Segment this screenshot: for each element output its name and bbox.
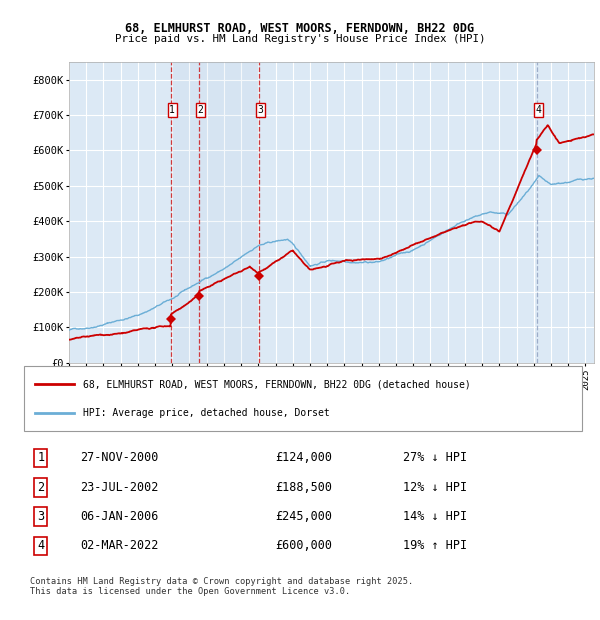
Text: 23-JUL-2002: 23-JUL-2002 (80, 481, 158, 494)
Text: £600,000: £600,000 (275, 539, 332, 552)
Text: 27% ↓ HPI: 27% ↓ HPI (403, 451, 467, 464)
Text: Contains HM Land Registry data © Crown copyright and database right 2025.
This d: Contains HM Land Registry data © Crown c… (29, 577, 413, 596)
Bar (170, 62, 259, 363)
Text: 2: 2 (198, 105, 203, 115)
Text: 68, ELMHURST ROAD, WEST MOORS, FERNDOWN, BH22 0DG: 68, ELMHURST ROAD, WEST MOORS, FERNDOWN,… (125, 22, 475, 35)
Text: 12% ↓ HPI: 12% ↓ HPI (403, 481, 467, 494)
FancyBboxPatch shape (24, 366, 582, 431)
Text: 14% ↓ HPI: 14% ↓ HPI (403, 510, 467, 523)
Text: 68, ELMHURST ROAD, WEST MOORS, FERNDOWN, BH22 0DG (detached house): 68, ELMHURST ROAD, WEST MOORS, FERNDOWN,… (83, 379, 470, 389)
Text: £124,000: £124,000 (275, 451, 332, 464)
Text: 19% ↑ HPI: 19% ↑ HPI (403, 539, 467, 552)
Text: 02-MAR-2022: 02-MAR-2022 (80, 539, 158, 552)
Text: HPI: Average price, detached house, Dorset: HPI: Average price, detached house, Dors… (83, 408, 329, 418)
Text: 4: 4 (37, 539, 44, 552)
Text: Price paid vs. HM Land Registry's House Price Index (HPI): Price paid vs. HM Land Registry's House … (115, 34, 485, 44)
Text: 4: 4 (535, 105, 541, 115)
Text: 3: 3 (257, 105, 263, 115)
Text: £245,000: £245,000 (275, 510, 332, 523)
Text: 3: 3 (37, 510, 44, 523)
Text: 2: 2 (37, 481, 44, 494)
Text: 06-JAN-2006: 06-JAN-2006 (80, 510, 158, 523)
Text: 1: 1 (37, 451, 44, 464)
Text: 27-NOV-2000: 27-NOV-2000 (80, 451, 158, 464)
Text: £188,500: £188,500 (275, 481, 332, 494)
Text: 1: 1 (169, 105, 175, 115)
